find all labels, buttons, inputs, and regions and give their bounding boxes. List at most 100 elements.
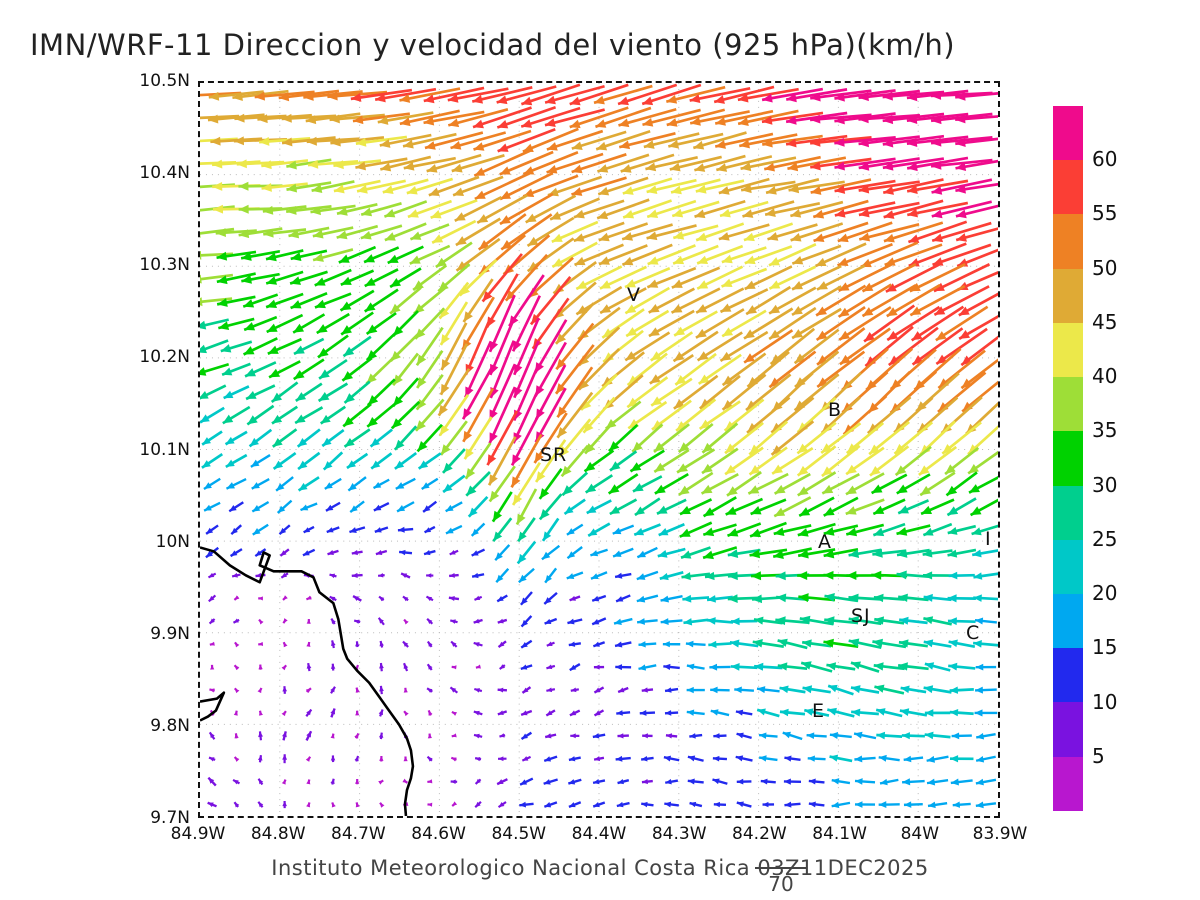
wind-arrow-head — [824, 616, 835, 626]
wind-arrow-head — [902, 778, 911, 786]
wind-arrow-head — [679, 505, 691, 515]
wind-arrow-shaft — [761, 87, 824, 102]
colorbar-tick-label: 35 — [1092, 418, 1118, 443]
wind-arrow-head — [743, 232, 755, 242]
wind-arrow-head — [797, 528, 809, 537]
wind-arrow-head — [764, 162, 775, 172]
wind-arrow-head — [971, 527, 982, 536]
wind-arrow-head — [557, 406, 567, 418]
wind-arrow-head — [753, 616, 764, 625]
wind-arrow-head — [517, 554, 527, 564]
wind-arrow-head — [918, 465, 930, 475]
wind-arrow-head — [727, 571, 738, 581]
wind-arrow-head — [435, 257, 447, 267]
wind-arrow-head — [897, 549, 908, 558]
wind-arrow-head — [573, 233, 585, 242]
wind-arrow-head — [266, 299, 278, 309]
wind-arrow-head — [838, 282, 850, 291]
wind-arrow-head — [782, 731, 791, 739]
wind-arrow-head — [810, 161, 821, 171]
wind-arrow-head — [746, 305, 758, 315]
wind-arrow-head — [366, 350, 378, 361]
wind-arrow-head — [952, 801, 961, 808]
wind-arrow-shaft — [762, 134, 823, 146]
wind-arrow-head — [590, 550, 599, 557]
wind-arrow-head — [281, 779, 286, 785]
wind-arrow-head — [350, 505, 358, 513]
wind-arrow-head — [350, 93, 362, 102]
colorbar-tick-label: 30 — [1092, 472, 1118, 497]
wind-arrow-head — [906, 115, 918, 125]
wind-arrow-head — [923, 527, 934, 536]
wind-arrow-shaft — [909, 262, 966, 293]
wind-arrow-head — [511, 476, 521, 488]
wind-arrow-head — [975, 663, 984, 671]
wind-arrow-shaft — [399, 87, 461, 102]
wind-arrow-head — [786, 115, 797, 125]
wind-arrow-head — [231, 527, 238, 535]
wind-arrow-head — [546, 710, 553, 716]
wind-arrow-head — [212, 204, 224, 214]
wind-arrow-head — [262, 205, 274, 215]
wind-arrow-head — [473, 642, 480, 647]
wind-arrow-head — [272, 438, 283, 447]
wind-arrow-head — [374, 527, 382, 533]
wind-arrow-head — [714, 95, 725, 104]
wind-arrow-head — [773, 550, 784, 559]
wind-arrow-head — [584, 461, 596, 472]
wind-arrow-shaft — [932, 243, 992, 267]
wind-arrow-head — [935, 331, 947, 341]
wind-arrow-head — [784, 801, 792, 808]
wind-arrow-head — [329, 114, 340, 124]
wind-arrow-head — [762, 801, 769, 808]
wind-arrow-head — [281, 665, 287, 671]
wind-arrow-head — [223, 390, 234, 399]
wind-arrow-head — [245, 368, 256, 377]
wind-arrow-head — [266, 276, 278, 285]
colorbar-tick-label: 5 — [1092, 743, 1105, 768]
wind-arrow-shaft — [500, 213, 553, 251]
wind-arrow-head — [822, 484, 834, 494]
wind-arrow-head — [931, 115, 942, 125]
x-tick-label: 84.2W — [732, 824, 787, 844]
wind-arrow-head — [354, 756, 359, 762]
wind-arrow-head — [546, 664, 553, 670]
wind-arrow-head — [754, 662, 764, 671]
wind-arrow-head — [600, 304, 612, 313]
wind-arrow-head — [638, 664, 647, 671]
wind-arrow-shaft — [350, 88, 413, 101]
wind-arrow-head — [474, 733, 480, 739]
wind-arrow-head — [439, 424, 450, 436]
wind-arrow-head — [451, 641, 457, 647]
wind-arrow-head — [330, 733, 335, 739]
wind-arrow-head — [546, 687, 553, 693]
wind-arrow-head — [874, 684, 885, 693]
wind-arrow-head — [750, 528, 761, 538]
wind-arrow-head — [500, 190, 512, 200]
map-plot-area — [198, 81, 1000, 818]
wind-arrow-shaft — [955, 137, 998, 146]
wind-arrow-shaft — [529, 276, 572, 326]
wind-arrow-head — [910, 306, 922, 316]
colorbar-segment — [1053, 322, 1083, 378]
wind-arrow-head — [786, 138, 797, 148]
wind-arrow-head — [854, 755, 863, 763]
wind-arrow-shaft — [931, 178, 993, 194]
wind-arrow-head — [797, 486, 809, 496]
wind-arrow-head — [324, 482, 333, 489]
wind-arrow-shaft — [860, 241, 919, 269]
wind-arrow-shaft — [510, 433, 543, 488]
wind-arrow-head — [592, 618, 600, 625]
wind-arrow-head — [257, 688, 262, 694]
wind-arrow-head — [720, 351, 732, 361]
wind-arrow-head — [514, 386, 523, 398]
wind-arrow-head — [428, 187, 440, 196]
wind-arrow-head — [797, 571, 808, 580]
wind-arrow-shaft — [713, 85, 775, 104]
wind-arrow-shaft — [834, 179, 896, 193]
wind-arrow-head — [497, 119, 509, 129]
wind-arrow-head — [277, 505, 286, 513]
wind-arrow-head — [790, 232, 802, 242]
wind-arrow-head — [662, 641, 670, 648]
wind-arrow-head — [208, 777, 215, 784]
